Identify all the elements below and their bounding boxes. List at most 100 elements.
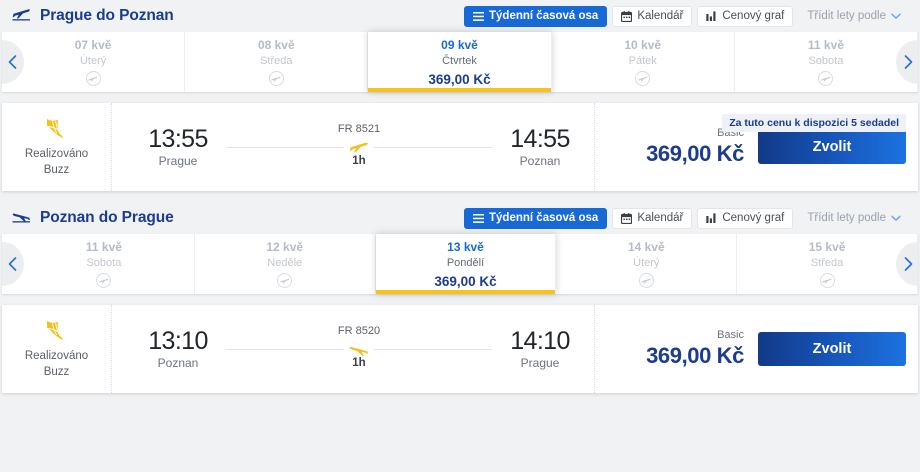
sort-flights-dropdown[interactable]: Třídit lety podle [798, 6, 910, 27]
calendar-icon [621, 212, 633, 224]
departure-time: 13:55 [148, 124, 208, 153]
carrier-block: Realizováno Buzz [2, 305, 112, 393]
plane-landing-icon [12, 208, 31, 228]
arrival-time: 14:55 [510, 124, 570, 153]
date-weekday: Středa [810, 257, 844, 269]
calendar-icon [621, 10, 633, 22]
plane-takeoff-icon [12, 6, 31, 26]
date-number: 12 kvě [266, 240, 304, 254]
return-header: Poznan do Prague Týdenní časová osa [0, 202, 920, 234]
return-title-text: Poznan do Prague [40, 209, 174, 226]
arrival-time: 14:10 [510, 326, 570, 355]
no-flight-icon [268, 71, 284, 86]
date-cell-selected[interactable]: 09 kvě Čtvrtek 369,00 Kč [368, 32, 552, 92]
tab-price-graph[interactable]: Cenový graf [697, 207, 794, 229]
operator-line-1: Realizováno [24, 148, 89, 161]
tab-weekly-timeline-label: Týdenní časová osa [489, 212, 599, 224]
price-amount: 369,00 Kč [646, 342, 744, 368]
tab-calendar[interactable]: Kalendář [612, 207, 693, 229]
return-section: Poznan do Prague Týdenní časová osa [0, 202, 920, 393]
date-number: 11 kvě [807, 38, 844, 52]
no-flight-icon [635, 71, 651, 86]
select-flight-button[interactable]: Zvolit [758, 130, 906, 164]
tab-price-graph[interactable]: Cenový graf [697, 5, 794, 27]
price-amount: 369,00 Kč [646, 140, 744, 166]
chevron-down-icon [891, 215, 901, 222]
return-title: Poznan do Prague [12, 208, 174, 228]
chevron-right-icon [896, 40, 918, 84]
no-flight-icon [638, 273, 654, 288]
no-flight-icon [85, 71, 101, 86]
sort-flights-label: Třídit lety podle [807, 212, 886, 224]
tab-calendar[interactable]: Kalendář [612, 5, 693, 27]
departure-city: Prague [158, 154, 198, 169]
flight-result-row[interactable]: Realizováno Buzz 13:55 Prague FR 8521 [2, 103, 918, 191]
route-block: 13:55 Prague FR 8521 1h 14:55 Poznan [112, 103, 594, 191]
carousel-prev-button[interactable] [2, 32, 32, 92]
sort-flights-dropdown[interactable]: Třídit lety podle [798, 208, 910, 229]
outbound-header: Prague do Poznan Týdenní časová osa [0, 0, 920, 32]
no-flight-icon [819, 273, 835, 288]
outbound-title: Prague do Poznan [12, 6, 174, 26]
date-weekday: Sobota [86, 257, 122, 269]
arrival-city: Prague [520, 356, 560, 371]
departure-city: Poznan [157, 356, 199, 371]
date-weekday: Neděle [267, 257, 303, 269]
carousel-next-button[interactable] [888, 32, 918, 92]
date-cell-selected[interactable]: 13 kvě Pondělí 369,00 Kč [375, 234, 557, 294]
date-weekday: Pátek [628, 55, 657, 67]
date-number: 15 kvě [808, 240, 846, 254]
tab-calendar-label: Kalendář [637, 10, 684, 22]
fare-name: Basic [717, 126, 744, 139]
outbound-section: Prague do Poznan Týdenní časová osa [0, 0, 920, 191]
date-cell[interactable]: 08 kvě Středa [185, 32, 369, 92]
select-flight-button[interactable]: Zvolit [758, 332, 906, 366]
flight-duration: 1h [352, 155, 366, 167]
tab-weekly-timeline[interactable]: Týdenní časová osa [464, 5, 608, 27]
date-number: 10 kvě [624, 38, 662, 52]
date-cell[interactable]: 14 kvě Úterý [556, 234, 738, 294]
purchase-block: Basic 369,00 Kč Zvolit [594, 305, 918, 393]
date-cell[interactable]: 11 kvě Sobota [735, 32, 919, 92]
purchase-block: Za tuto cenu k dispozici 5 sedadel Basic… [594, 103, 918, 191]
chevron-right-icon [896, 242, 918, 286]
date-number: 11 kvě [85, 240, 122, 254]
carousel-next-button[interactable] [888, 234, 918, 294]
date-number: 13 kvě [447, 239, 484, 254]
tab-price-graph-label: Cenový graf [722, 212, 785, 224]
price-block: Basic 369,00 Kč [646, 328, 744, 368]
flight-result-row[interactable]: Realizováno Buzz 13:10 Poznan FR 8520 [2, 305, 918, 393]
date-weekday: Úterý [633, 257, 660, 269]
flight-number: FR 8520 [337, 325, 381, 337]
operator-line-1: Realizováno [24, 350, 89, 363]
date-weekday: Úterý [79, 55, 107, 67]
ryanair-harp-icon [44, 319, 70, 348]
operator-line-2: Buzz [43, 365, 70, 378]
arrival-endpoint: 14:10 Prague [492, 326, 588, 371]
date-cell[interactable]: 12 kvě Neděle [195, 234, 376, 294]
no-flight-icon [96, 273, 112, 288]
ryanair-harp-icon [44, 117, 70, 146]
leg-line: FR 8520 1h [226, 323, 492, 375]
date-weekday: Sobota [808, 55, 844, 67]
plane-takeoff-icon [344, 139, 374, 155]
arrival-city: Poznan [519, 154, 561, 169]
bar-chart-icon [706, 11, 717, 21]
chevron-down-icon [891, 13, 901, 20]
date-number: 07 kvě [74, 38, 112, 52]
date-number: 08 kvě [257, 38, 295, 52]
date-number: 14 kvě [627, 240, 665, 254]
fare-name: Basic [717, 328, 744, 341]
date-weekday: Středa [260, 55, 293, 67]
date-cell[interactable]: 10 kvě Pátek [552, 32, 735, 92]
outbound-title-text: Prague do Poznan [40, 7, 174, 24]
price-block: Basic 369,00 Kč [646, 126, 744, 166]
date-cell[interactable]: 07 kvě Úterý [2, 32, 186, 92]
date-cell[interactable]: 11 kvě Sobota [14, 234, 195, 294]
tab-weekly-timeline[interactable]: Týdenní časová osa [464, 207, 608, 229]
date-weekday: Čtvrtek [442, 54, 477, 67]
departure-endpoint: 13:10 Poznan [130, 328, 226, 371]
tab-weekly-timeline-label: Týdenní časová osa [489, 10, 599, 22]
carousel-prev-button[interactable] [2, 234, 32, 294]
